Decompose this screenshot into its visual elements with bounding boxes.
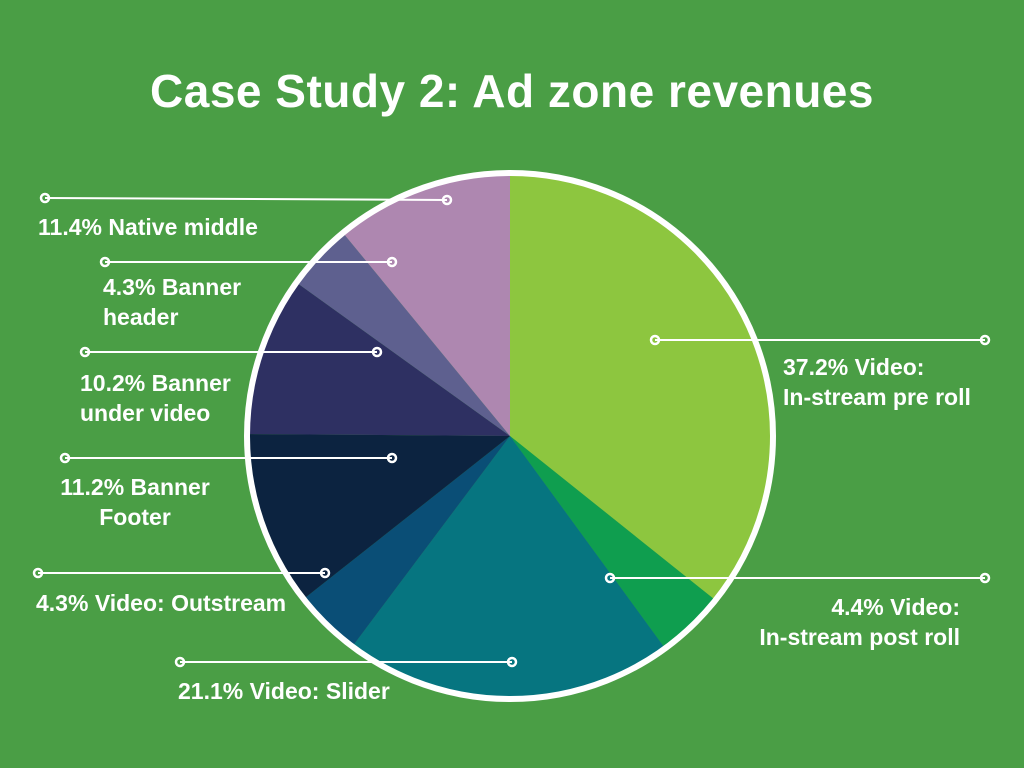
leader-dot-6-1 <box>99 256 111 268</box>
pie-slice-6 <box>296 232 510 436</box>
leader-dot-0-1 <box>979 334 991 346</box>
leader-dot-7-0 <box>441 194 453 206</box>
pie-slice-5 <box>247 282 510 436</box>
slice-label-video-instream-pre-roll: 37.2% Video: In-stream pre roll <box>783 354 971 411</box>
leader-line-7 <box>44 197 448 201</box>
pie-slice-0 <box>510 173 773 601</box>
slice-label-banner-header: 4.3% Banner header <box>103 274 242 331</box>
leader-dot-5-1 <box>79 346 91 358</box>
leader-dot-2-1 <box>174 656 186 668</box>
leader-dot-4-1 <box>59 452 71 464</box>
pie-slice-2 <box>352 436 666 699</box>
leader-dot-3-0 <box>319 567 331 579</box>
slice-label-native-middle: 11.4% Native middle <box>38 214 258 240</box>
slice-label-video-outstream: 4.3% Video: Outstream <box>36 590 287 616</box>
slice-label-video-instream-post-roll: 4.4% Video: In-stream post roll <box>759 594 960 651</box>
leader-dot-6-0 <box>386 256 398 268</box>
pie-slice-1 <box>510 436 716 649</box>
leader-dot-3-1 <box>32 567 44 579</box>
slice-label-video-slider: 21.1% Video: Slider <box>178 678 390 704</box>
leader-dot-4-0 <box>386 452 398 464</box>
pie-slice-7 <box>342 173 510 436</box>
slice-label-banner-under-video: 10.2% Banner under video <box>80 370 231 427</box>
slice-label-banner-footer: 11.2% Banner Footer <box>60 474 210 531</box>
pie-slice-4 <box>247 434 510 599</box>
pie-outline <box>244 170 776 702</box>
leader-dot-0-0 <box>649 334 661 346</box>
pie-slice-3 <box>303 436 510 647</box>
leader-dot-7-1 <box>39 192 51 204</box>
leader-dot-1-0 <box>604 572 616 584</box>
leader-dot-1-1 <box>979 572 991 584</box>
leader-dot-5-0 <box>371 346 383 358</box>
leader-dot-2-0 <box>506 656 518 668</box>
chart-title: Case Study 2: Ad zone revenues <box>150 65 874 117</box>
